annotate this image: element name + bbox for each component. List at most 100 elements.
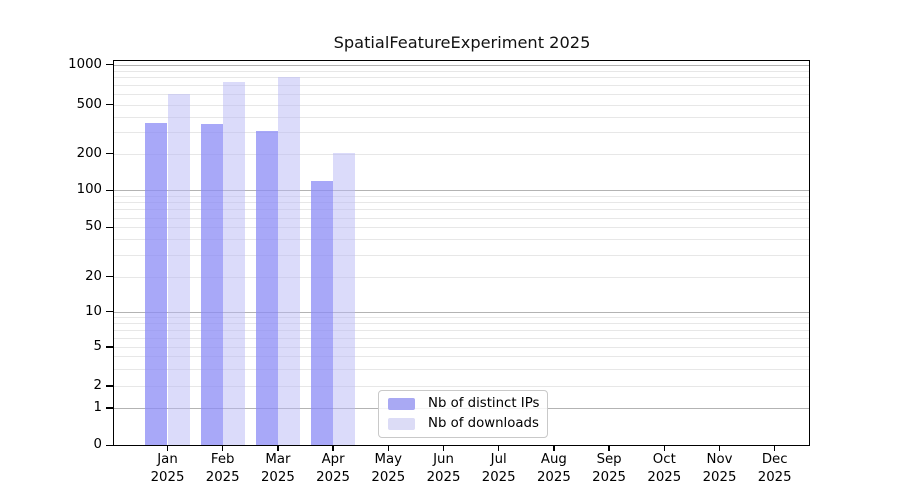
y-tick-20 — [106, 275, 113, 278]
month-name: Oct — [652, 452, 676, 468]
x-tick-may — [387, 445, 389, 452]
x-tick-mar — [277, 445, 279, 452]
minor-gridline-6 — [113, 337, 810, 339]
bar-distinct-ips-mar — [255, 131, 278, 446]
y-tick-label-100: 100 — [76, 182, 102, 198]
y-tick-50 — [106, 226, 113, 228]
month-year: 2025 — [150, 469, 185, 485]
legend-swatch-downloads — [388, 418, 415, 430]
y-tick-label-500: 500 — [76, 96, 102, 112]
minor-gridline-60 — [113, 217, 810, 219]
month-year: 2025 — [316, 469, 351, 485]
month-year: 2025 — [260, 469, 295, 485]
chart-title: SpatialFeatureExperiment 2025 — [333, 33, 591, 52]
x-tick-label-mar: Mar 2025 — [246, 451, 310, 486]
y-tick-1000 — [106, 63, 113, 66]
x-tick-label-dec: Dec 2025 — [743, 451, 807, 486]
x-tick-label-aug: Aug 2025 — [522, 451, 586, 486]
minor-gridline-900 — [113, 70, 810, 72]
minor-gridline-20 — [113, 276, 810, 278]
minor-gridline-9 — [113, 316, 810, 318]
minor-gridline-500 — [113, 104, 810, 106]
month-year: 2025 — [481, 469, 516, 485]
y-tick-200 — [106, 153, 113, 155]
y-tick-label-1000: 1000 — [68, 56, 102, 72]
month-name: Jul — [490, 452, 507, 468]
y-tick-label-20: 20 — [85, 268, 102, 284]
minor-gridline-4 — [113, 356, 810, 358]
x-tick-aug — [553, 445, 555, 452]
month-year: 2025 — [371, 469, 406, 485]
y-tick-label-10: 10 — [85, 303, 102, 319]
month-name: Nov — [706, 452, 733, 468]
x-tick-sep — [608, 445, 610, 452]
x-tick-label-may: May 2025 — [356, 451, 420, 486]
bar-distinct-ips-jan — [145, 123, 168, 446]
x-tick-label-jun: Jun 2025 — [412, 451, 476, 486]
month-name: Dec — [761, 452, 788, 468]
x-tick-nov — [718, 445, 721, 452]
minor-gridline-600 — [113, 94, 810, 96]
x-tick-dec — [774, 445, 776, 452]
x-tick-jul — [498, 445, 500, 452]
month-name: Aug — [540, 452, 567, 468]
month-name: Jan — [157, 452, 178, 468]
x-tick-jan — [166, 445, 169, 452]
x-tick-feb — [222, 445, 224, 452]
minor-gridline-40 — [113, 239, 810, 241]
minor-gridline-5 — [113, 347, 810, 348]
x-tick-label-feb: Feb 2025 — [191, 451, 255, 486]
major-gridline-100 — [113, 190, 810, 192]
month-name: Mar — [265, 452, 291, 468]
y-tick-5 — [106, 346, 113, 348]
y-tick-label-1: 1 — [93, 400, 102, 415]
month-name: Apr — [321, 452, 345, 468]
x-tick-label-apr: Apr 2025 — [301, 451, 365, 486]
minor-gridline-3 — [113, 368, 810, 370]
y-tick-label-2: 2 — [93, 378, 102, 393]
month-name: Sep — [596, 452, 622, 468]
plot-area — [113, 60, 810, 446]
legend-item-distinct-ips: Nb of distinct IPs — [388, 396, 540, 411]
x-tick-label-nov: Nov 2025 — [688, 451, 752, 486]
x-tick-label-oct: Oct 2025 — [632, 451, 696, 486]
minor-gridline-30 — [113, 254, 810, 256]
minor-gridline-8 — [113, 322, 810, 324]
minor-gridline-200 — [113, 153, 810, 155]
minor-gridline-7 — [113, 329, 810, 331]
legend-item-downloads: Nb of downloads — [388, 416, 539, 431]
month-year: 2025 — [757, 469, 792, 485]
legend-swatch-distinct-ips — [388, 398, 415, 410]
y-tick-10 — [106, 310, 113, 313]
x-tick-jun — [442, 445, 445, 452]
month-year: 2025 — [205, 469, 240, 485]
bar-downloads-mar — [277, 77, 301, 446]
legend-label-distinct-ips: Nb of distinct IPs — [428, 396, 540, 411]
month-year: 2025 — [702, 469, 737, 485]
legend: Nb of distinct IPs Nb of downloads — [378, 390, 548, 438]
y-tick-100 — [106, 189, 113, 191]
month-year: 2025 — [592, 469, 627, 485]
y-tick-0 — [106, 444, 113, 447]
x-tick-apr — [332, 445, 334, 452]
y-tick-label-5: 5 — [93, 339, 102, 354]
x-tick-label-sep: Sep 2025 — [577, 451, 641, 486]
bar-downloads-jan — [167, 93, 190, 446]
month-year: 2025 — [426, 469, 461, 485]
y-tick-label-0: 0 — [93, 437, 102, 453]
bar-downloads-apr — [333, 153, 356, 446]
bar-distinct-ips-apr — [310, 180, 334, 446]
minor-gridline-2 — [113, 386, 810, 387]
legend-label-downloads: Nb of downloads — [428, 416, 539, 431]
minor-gridline-90 — [113, 195, 810, 197]
y-tick-2 — [106, 385, 113, 387]
minor-gridline-70 — [113, 209, 810, 211]
minor-gridline-400 — [113, 116, 810, 118]
month-name: Feb — [210, 452, 235, 468]
minor-gridline-80 — [113, 202, 810, 204]
bar-downloads-feb — [222, 81, 245, 446]
x-tick-label-jul: Jul 2025 — [467, 451, 531, 486]
month-year: 2025 — [536, 469, 571, 485]
month-name: Jun — [433, 452, 454, 468]
month-name: May — [374, 452, 403, 468]
